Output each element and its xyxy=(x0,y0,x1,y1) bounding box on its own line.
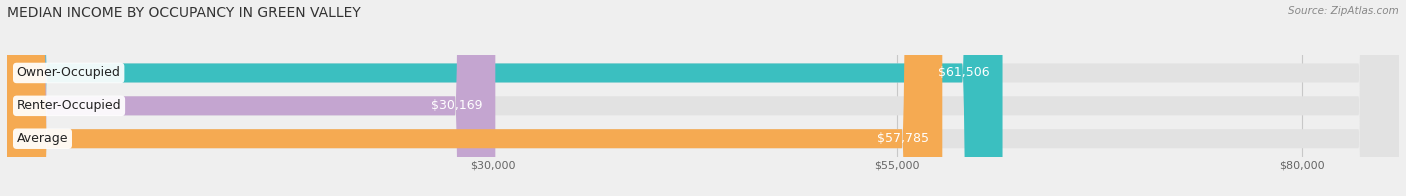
Text: $57,785: $57,785 xyxy=(877,132,929,145)
Text: Owner-Occupied: Owner-Occupied xyxy=(17,66,121,79)
Text: Source: ZipAtlas.com: Source: ZipAtlas.com xyxy=(1288,6,1399,16)
Text: $30,169: $30,169 xyxy=(430,99,482,112)
FancyBboxPatch shape xyxy=(7,0,1399,196)
FancyBboxPatch shape xyxy=(7,0,1002,196)
Text: $61,506: $61,506 xyxy=(938,66,990,79)
FancyBboxPatch shape xyxy=(7,0,1399,196)
FancyBboxPatch shape xyxy=(7,0,1399,196)
Text: Average: Average xyxy=(17,132,69,145)
FancyBboxPatch shape xyxy=(7,0,495,196)
Text: Renter-Occupied: Renter-Occupied xyxy=(17,99,121,112)
Text: MEDIAN INCOME BY OCCUPANCY IN GREEN VALLEY: MEDIAN INCOME BY OCCUPANCY IN GREEN VALL… xyxy=(7,6,361,20)
FancyBboxPatch shape xyxy=(7,0,942,196)
